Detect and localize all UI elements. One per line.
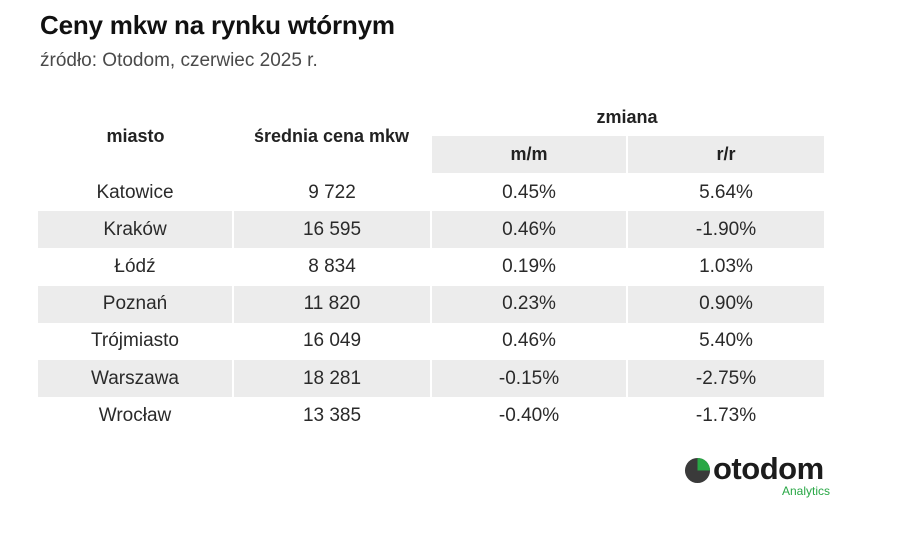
- cell-avg-price: 9 722: [308, 181, 356, 203]
- cell-city: Trójmiasto: [91, 330, 179, 352]
- cell-rr: 5.40%: [699, 330, 753, 352]
- cell-avg-price: 16 049: [302, 330, 362, 352]
- page-title: Ceny mkw na rynku wtórnym: [40, 10, 395, 40]
- header-change: zmiana: [596, 107, 658, 127]
- table-row: Wrocław 13 385 -0.40% -1.73%: [38, 397, 824, 434]
- table-row: Poznań 11 820 0.23% 0.90%: [38, 285, 824, 323]
- cell-mm: 0.19%: [502, 255, 556, 277]
- table-row: Kraków 16 595 0.46% -1.90%: [38, 211, 824, 249]
- cell-mm: -0.40%: [498, 404, 560, 426]
- cell-city: Kraków: [38, 211, 232, 249]
- logo-tagline: Analytics: [782, 484, 831, 498]
- cell-mm: 0.23%: [432, 285, 626, 323]
- price-table: miasto średnia cena mkw zmiana m/m r/r K…: [38, 98, 824, 434]
- cell-rr: -1.90%: [628, 211, 824, 249]
- cell-city: Warszawa: [38, 360, 232, 397]
- otodom-logo: otodom Analytics: [684, 451, 844, 501]
- cell-avg-price: 16 595: [234, 211, 430, 249]
- cell-rr: 0.90%: [628, 285, 824, 323]
- header-city: miasto: [106, 126, 165, 146]
- cell-city: Katowice: [96, 181, 174, 203]
- table-row: Warszawa 18 281 -0.15% -2.75%: [38, 360, 824, 397]
- header-avg-price: średnia cena mkw: [253, 126, 410, 146]
- cell-avg-price: 11 820: [234, 285, 430, 323]
- cell-mm: 0.46%: [432, 211, 626, 249]
- cell-avg-price: 18 281: [234, 360, 430, 397]
- cell-city: Łódź: [114, 255, 156, 277]
- cell-avg-price: 13 385: [302, 404, 362, 426]
- cell-mm: -0.15%: [432, 360, 626, 397]
- header-rr: r/r: [628, 136, 824, 173]
- header-mm: m/m: [432, 136, 626, 173]
- table-row: Trójmiasto 16 049 0.46% 5.40%: [38, 323, 824, 360]
- table-row: Katowice 9 722 0.45% 5.64%: [38, 174, 824, 211]
- source-note: źródło: Otodom, czerwiec 2025 r.: [40, 50, 318, 71]
- table-row: Łódź 8 834 0.19% 1.03%: [38, 248, 824, 285]
- cell-avg-price: 8 834: [308, 255, 356, 277]
- cell-rr: -1.73%: [695, 404, 757, 426]
- otodom-logo-icon: [684, 457, 711, 484]
- cell-rr: 5.64%: [699, 181, 753, 203]
- cell-city: Wrocław: [98, 404, 172, 426]
- cell-rr: 1.03%: [699, 255, 753, 277]
- cell-mm: 0.45%: [502, 181, 556, 203]
- cell-mm: 0.46%: [502, 330, 556, 352]
- logo-wordmark: otodom: [713, 451, 824, 486]
- cell-rr: -2.75%: [628, 360, 824, 397]
- cell-city: Poznań: [38, 285, 232, 323]
